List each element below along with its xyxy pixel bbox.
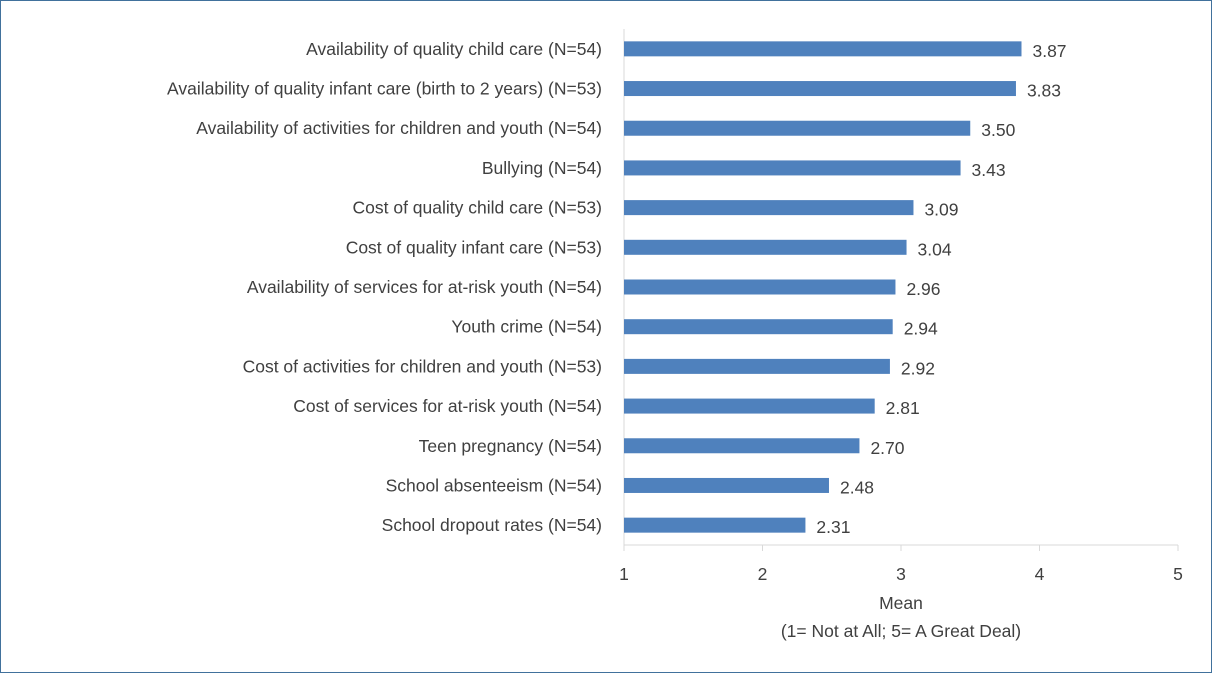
value-label: 3.43 xyxy=(972,160,1006,180)
category-label: Bullying (N=54) xyxy=(482,158,602,178)
x-axis-title: Mean xyxy=(879,593,923,613)
category-label: Cost of quality child care (N=53) xyxy=(353,198,603,218)
category-label: School absenteeism (N=54) xyxy=(386,475,602,495)
bar xyxy=(624,81,1016,97)
category-label: School dropout rates (N=54) xyxy=(382,515,602,535)
value-label: 3.87 xyxy=(1032,41,1066,61)
bar xyxy=(624,477,829,493)
bar xyxy=(624,438,860,454)
labels-layer: Availability of quality child care (N=54… xyxy=(167,39,1067,537)
value-label: 2.92 xyxy=(901,358,935,378)
bar xyxy=(624,358,890,374)
value-label: 3.04 xyxy=(918,239,952,259)
category-label: Teen pregnancy (N=54) xyxy=(419,436,602,456)
value-label: 3.83 xyxy=(1027,81,1061,101)
value-label: 2.70 xyxy=(870,438,904,458)
x-tick-label: 4 xyxy=(1035,564,1045,584)
category-label: Availability of quality infant care (bir… xyxy=(167,79,602,99)
x-tick-label: 2 xyxy=(758,564,768,584)
bar xyxy=(624,279,896,295)
bar xyxy=(624,200,914,216)
x-axis-subtitle: (1= Not at All; 5= A Great Deal) xyxy=(781,621,1021,641)
category-label: Availability of quality child care (N=54… xyxy=(306,39,602,59)
category-label: Cost of services for at-risk youth (N=54… xyxy=(293,396,602,416)
x-tick-label: 5 xyxy=(1173,564,1183,584)
bar xyxy=(624,120,971,136)
value-label: 2.48 xyxy=(840,477,874,497)
category-label: Cost of activities for children and yout… xyxy=(243,356,602,376)
value-label: 2.94 xyxy=(904,319,938,339)
category-label: Cost of quality infant care (N=53) xyxy=(346,237,602,257)
category-label: Youth crime (N=54) xyxy=(451,317,602,337)
x-tick-label: 1 xyxy=(619,564,629,584)
category-label: Availability of services for at-risk you… xyxy=(247,277,602,297)
bars-layer xyxy=(624,41,1022,533)
value-label: 2.31 xyxy=(816,517,850,537)
bar xyxy=(624,398,875,414)
bar xyxy=(624,239,907,255)
bar xyxy=(624,319,893,335)
x-tick-label: 3 xyxy=(896,564,906,584)
value-label: 3.50 xyxy=(981,120,1015,140)
bar xyxy=(624,160,961,176)
value-label: 3.09 xyxy=(924,200,958,220)
bar xyxy=(624,41,1022,57)
axis-layer: 1 2 3 4 5 xyxy=(619,29,1183,584)
value-label: 2.96 xyxy=(906,279,940,299)
category-label: Availability of activities for children … xyxy=(196,118,602,138)
value-label: 2.81 xyxy=(886,398,920,418)
bar xyxy=(624,517,806,533)
